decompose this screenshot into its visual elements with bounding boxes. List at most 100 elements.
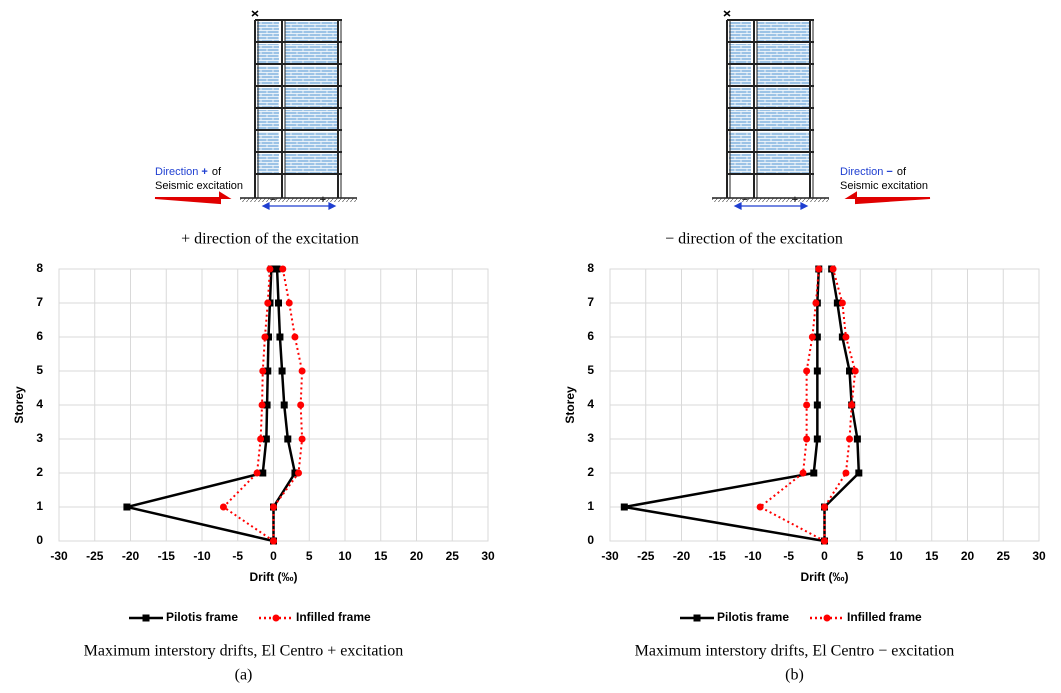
infill — [757, 132, 810, 152]
marker — [270, 537, 277, 545]
marker — [803, 401, 811, 409]
marker — [253, 469, 261, 477]
marker — [799, 469, 807, 477]
infill — [729, 88, 751, 108]
legend-marker — [823, 614, 831, 622]
infill — [729, 22, 751, 42]
legend-label: Pilotis frame — [717, 610, 789, 624]
x-tick-label: 0 — [821, 549, 828, 563]
marker — [219, 503, 227, 511]
y-tick-label: 4 — [587, 397, 594, 411]
x-tick-label: -25 — [86, 549, 104, 563]
marker — [842, 333, 850, 341]
x-tick-label: -15 — [158, 549, 176, 563]
legend-label: Infilled frame — [847, 610, 922, 624]
marker — [298, 367, 306, 375]
plus-sign: + — [792, 194, 798, 206]
diagram-caption: + direction of the excitation — [181, 231, 359, 248]
plus-sign: + — [320, 194, 326, 206]
marker — [298, 435, 306, 443]
marker — [273, 265, 281, 273]
infill — [757, 154, 810, 174]
marker — [842, 469, 850, 477]
chart-caption: Maximum interstory drifts, El Centro + e… — [84, 643, 404, 660]
marker — [813, 435, 821, 443]
marker — [259, 367, 267, 375]
marker — [264, 333, 272, 341]
ground — [240, 198, 357, 202]
infill — [757, 22, 810, 42]
y-tick-label: 0 — [587, 533, 594, 547]
marker — [813, 401, 821, 409]
marker — [266, 265, 274, 273]
infill — [729, 110, 751, 130]
x-tick-label: -30 — [50, 549, 68, 563]
x-tick-label: 5 — [857, 549, 864, 563]
marker — [297, 401, 305, 409]
y-tick-label: 5 — [36, 363, 43, 377]
x-tick-label: 0 — [270, 549, 277, 563]
y-tick-label: 6 — [36, 329, 43, 343]
x-tick-label: -10 — [744, 549, 762, 563]
marker — [276, 333, 284, 341]
y-tick-label: 7 — [587, 295, 594, 309]
marker — [279, 265, 287, 273]
marker — [285, 299, 293, 307]
marker — [815, 265, 823, 273]
y-tick-label: 3 — [36, 431, 43, 445]
marker — [838, 333, 846, 341]
marker — [853, 435, 861, 443]
legend-label: Pilotis frame — [166, 610, 238, 624]
legend-marker — [272, 614, 280, 622]
x-tick-label: -10 — [193, 549, 211, 563]
infill — [257, 22, 279, 42]
marker — [803, 367, 811, 375]
marker — [263, 401, 271, 409]
marker — [284, 435, 292, 443]
marker — [812, 299, 820, 307]
panel-label: (b) — [785, 667, 804, 684]
marker — [123, 503, 131, 511]
marker — [813, 367, 821, 375]
direction-word: Direction — [155, 166, 198, 178]
excitation-label: Seismic excitation — [155, 180, 243, 192]
marker — [846, 435, 854, 443]
x-tick-label: 15 — [374, 549, 388, 563]
infill — [285, 132, 338, 152]
marker — [275, 299, 283, 307]
series-line — [272, 268, 304, 541]
infill — [285, 22, 338, 42]
excitation-label: Seismic excitation — [840, 180, 928, 192]
y-tick-label: 1 — [587, 499, 594, 513]
y-tick-label: 8 — [36, 261, 43, 275]
infill — [285, 66, 338, 86]
y-tick-label: 2 — [587, 465, 594, 479]
y-axis-label: Storey — [12, 386, 26, 424]
direction-of: of — [212, 166, 222, 178]
infill — [729, 44, 751, 64]
infill — [757, 88, 810, 108]
x-axis-label: Drift (‰) — [250, 570, 298, 584]
infill — [257, 132, 279, 152]
excitation-arrow — [154, 191, 232, 205]
infill — [285, 44, 338, 64]
marker — [803, 435, 811, 443]
y-tick-label: 4 — [36, 397, 43, 411]
x-tick-label: -20 — [673, 549, 691, 563]
x-tick-label: -5 — [232, 549, 243, 563]
x-tick-label: 15 — [925, 549, 939, 563]
marker — [280, 401, 288, 409]
x-tick-label: 25 — [446, 549, 460, 563]
x-tick-label: -15 — [709, 549, 727, 563]
x-tick-label: 30 — [481, 549, 495, 563]
marker — [821, 537, 828, 545]
marker — [261, 333, 269, 341]
y-tick-label: 8 — [587, 261, 594, 275]
y-tick-label: 0 — [36, 533, 43, 547]
marker — [846, 367, 854, 375]
infill — [257, 154, 279, 174]
direction-of: of — [897, 166, 907, 178]
